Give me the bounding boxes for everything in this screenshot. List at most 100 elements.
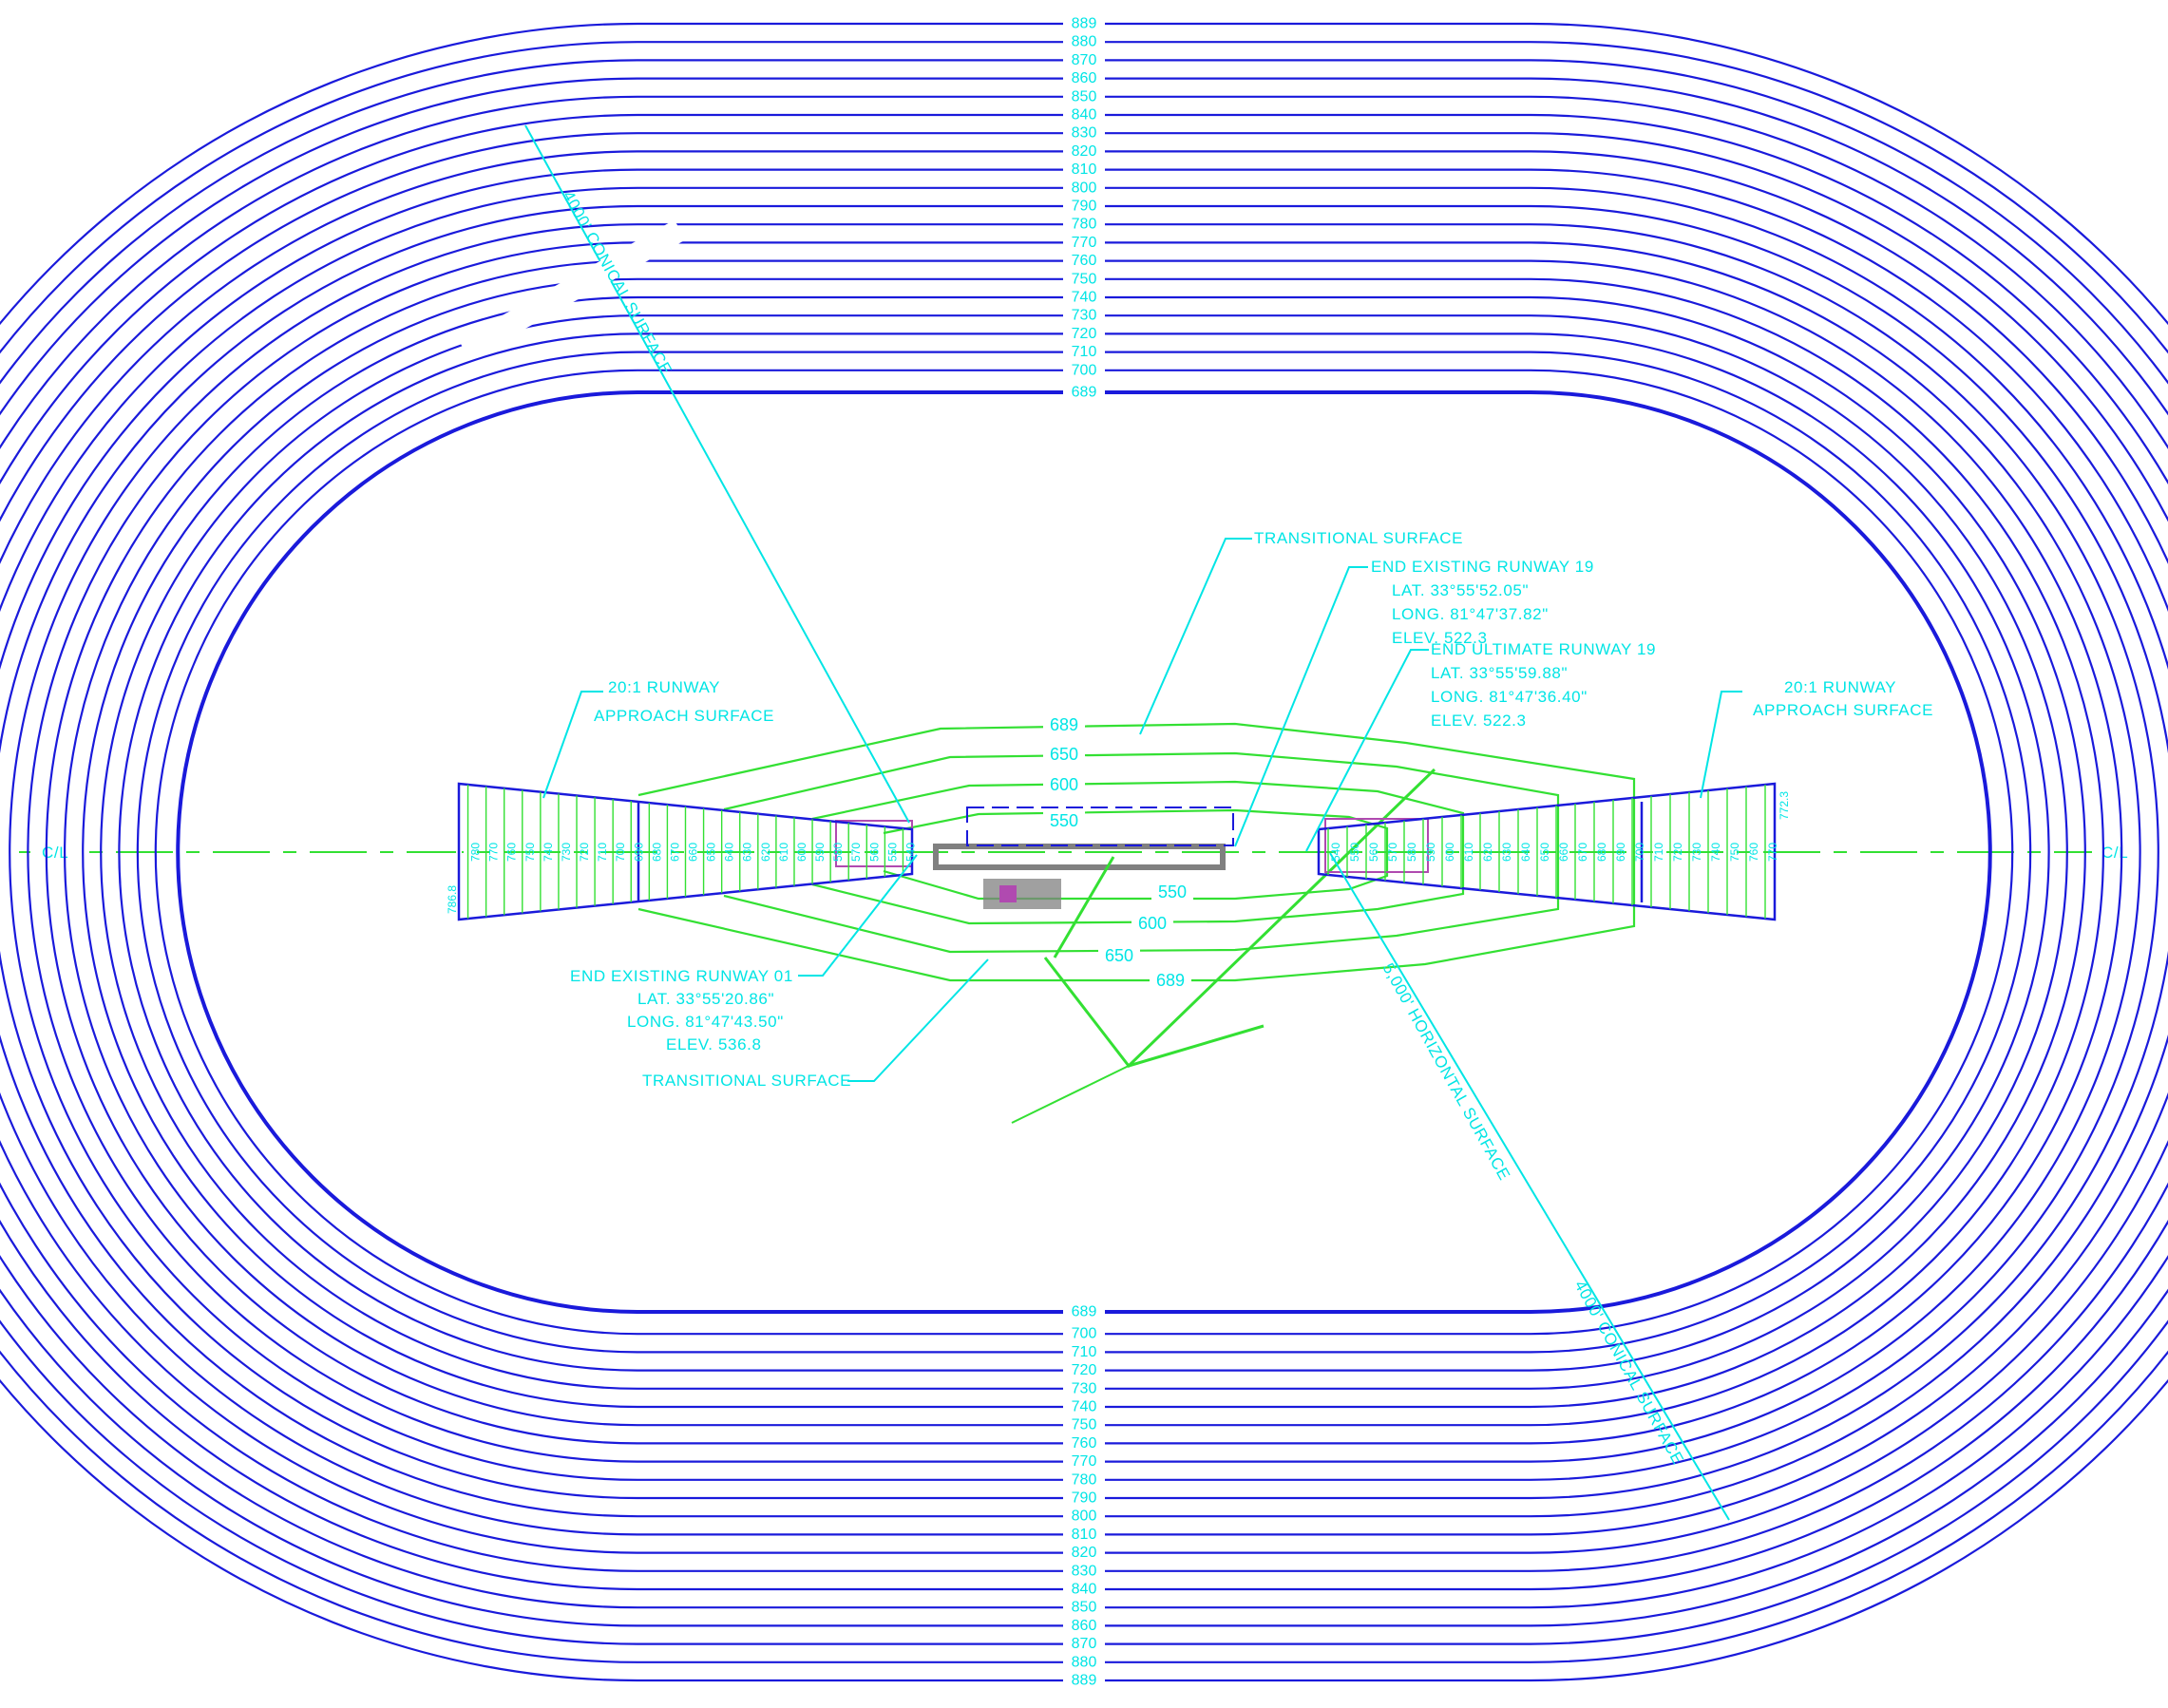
contour-label-bg bbox=[1063, 143, 1105, 160]
conical-label-bottom-730: 730 bbox=[1072, 1380, 1097, 1396]
label-bg bbox=[1132, 913, 1173, 934]
transitional-contour-600 bbox=[811, 780, 1465, 925]
conical-contour-ring-870 bbox=[0, 59, 2168, 1645]
approach-label-right-670: 670 bbox=[1576, 843, 1589, 862]
contour-label-bg bbox=[1063, 1344, 1105, 1360]
conical-label-bottom-750: 750 bbox=[1072, 1417, 1097, 1433]
label-bg bbox=[1151, 882, 1193, 902]
contour-label-bg bbox=[1063, 1417, 1105, 1433]
conical-label-top-889: 889 bbox=[1072, 16, 1097, 32]
apron-outline bbox=[966, 807, 1234, 846]
approach-label-left-730: 730 bbox=[560, 843, 573, 862]
access-road-spur bbox=[1011, 1065, 1130, 1124]
approach-label-left-540: 540 bbox=[903, 843, 917, 862]
conical-label-top-740: 740 bbox=[1072, 290, 1097, 306]
conical-contour-ring-790 bbox=[0, 204, 2168, 1500]
label-bg bbox=[1043, 774, 1085, 795]
approach-label-left-720: 720 bbox=[578, 843, 591, 862]
conical-contour-ring-860 bbox=[0, 77, 2168, 1627]
conical-label-top-750: 750 bbox=[1072, 271, 1097, 287]
conical-label-top-760: 760 bbox=[1072, 253, 1097, 269]
hangar-area bbox=[983, 879, 1061, 909]
contour-label-bg bbox=[1063, 290, 1105, 305]
callout-end-existing-19-long: LONG. 81°47'37.82" bbox=[1392, 605, 1549, 623]
conical-label-top-689: 689 bbox=[1072, 385, 1097, 401]
transitional-surface-contours bbox=[637, 722, 1636, 982]
transitional-label-550-bottom: 550 bbox=[1158, 882, 1187, 901]
centerline-label-right: C/L bbox=[2101, 844, 2128, 862]
contour-label-bg bbox=[1063, 1545, 1105, 1561]
contour-label-bg bbox=[1063, 70, 1105, 86]
transitional-contour-labels: 689 650 600 550 550 600 650 689 bbox=[1043, 714, 1193, 991]
conical-label-top-780: 780 bbox=[1072, 217, 1097, 233]
label-bg bbox=[1043, 810, 1085, 831]
conical-label-bottom-840: 840 bbox=[1072, 1582, 1097, 1598]
contour-label-bg bbox=[1063, 271, 1105, 287]
contour-label-bg bbox=[1063, 199, 1105, 214]
label-bg bbox=[1150, 970, 1191, 991]
conical-label-bottom-860: 860 bbox=[1072, 1618, 1097, 1634]
leader-end-existing-19 bbox=[1234, 566, 1368, 847]
approach-label-right-660: 660 bbox=[1557, 843, 1570, 862]
approach-label-right-550: 550 bbox=[1348, 843, 1361, 862]
approach-label-left-760: 760 bbox=[505, 843, 519, 862]
callout-end-ultimate-19-title: END ULTIMATE RUNWAY 19 bbox=[1431, 640, 1656, 658]
approach-label-left-640: 640 bbox=[723, 843, 736, 862]
contour-label-bg bbox=[1063, 1636, 1105, 1652]
approach-label-left-650: 650 bbox=[705, 843, 718, 862]
conical-label-bottom-689: 689 bbox=[1072, 1304, 1097, 1320]
runway-layout bbox=[835, 768, 1436, 1124]
approach-label-right-770: 770 bbox=[1766, 843, 1779, 862]
transitional-label-689-top: 689 bbox=[1050, 715, 1078, 734]
conical-label-top-820: 820 bbox=[1072, 143, 1097, 160]
contour-label-bg bbox=[1063, 180, 1105, 196]
approach-label-left-670: 670 bbox=[668, 843, 681, 862]
contour-label-bg bbox=[1063, 34, 1105, 50]
runway-protection-zone-right bbox=[1324, 818, 1429, 873]
callout-transitional-top: TRANSITIONAL SURFACE bbox=[1254, 529, 1463, 547]
contour-label-bg bbox=[1063, 1509, 1105, 1525]
conical-contour-ring-780 bbox=[9, 223, 2159, 1481]
conical-label-top-720: 720 bbox=[1072, 326, 1097, 342]
approach-label-left-630: 630 bbox=[741, 843, 754, 862]
approach-label-right-590: 590 bbox=[1424, 843, 1437, 862]
approach-label-right-700: 700 bbox=[1633, 843, 1646, 862]
approach-label-right-600: 600 bbox=[1443, 843, 1456, 862]
access-road bbox=[1053, 856, 1115, 958]
approach-label-left-580: 580 bbox=[831, 843, 845, 862]
approach-label-left-780: 780 bbox=[469, 843, 483, 862]
transitional-label-550-top: 550 bbox=[1050, 811, 1078, 830]
conical-label-bottom-889: 889 bbox=[1072, 1673, 1097, 1689]
approach-label-left-680: 680 bbox=[650, 843, 663, 862]
approach-label-right-560: 560 bbox=[1367, 843, 1380, 862]
approach-label-right-610: 610 bbox=[1462, 843, 1475, 862]
conical-label-top-870: 870 bbox=[1072, 52, 1097, 68]
conical-label-top-840: 840 bbox=[1072, 107, 1097, 123]
contour-label-bg bbox=[1063, 1600, 1105, 1616]
conical-label-top-770: 770 bbox=[1072, 235, 1097, 251]
conical-label-top-700: 700 bbox=[1072, 362, 1097, 378]
centerline-label-bg-left bbox=[30, 840, 76, 864]
contour-label-bg bbox=[1063, 1618, 1105, 1634]
approach-label-right-750: 750 bbox=[1728, 843, 1741, 862]
approach-label-left-700: 700 bbox=[614, 843, 627, 862]
conical-label-top-860: 860 bbox=[1072, 70, 1097, 86]
contour-label-bg bbox=[1063, 1582, 1105, 1597]
contour-label-bg bbox=[1063, 217, 1105, 233]
callout-transitional-bottom: TRANSITIONAL SURFACE bbox=[642, 1072, 851, 1090]
transitional-label-650-top: 650 bbox=[1050, 745, 1078, 764]
approach-label-right-740: 740 bbox=[1709, 843, 1722, 862]
leader-approach-right bbox=[1700, 691, 1742, 799]
transitional-label-689-bottom: 689 bbox=[1156, 971, 1185, 990]
contour-label-bg bbox=[1063, 125, 1105, 142]
label-bg bbox=[458, 219, 686, 360]
contour-label-bg bbox=[1063, 16, 1105, 31]
transitional-contour-650 bbox=[723, 751, 1560, 954]
callout-approach-left-line2: APPROACH SURFACE bbox=[594, 707, 774, 725]
transitional-label-600-bottom: 600 bbox=[1138, 914, 1167, 933]
leader-conical-nw bbox=[524, 124, 910, 824]
access-road bbox=[1043, 768, 1436, 1069]
contour-label-bg bbox=[1063, 52, 1105, 68]
contour-label-bg bbox=[1063, 1471, 1105, 1488]
centerline-label-bg-right bbox=[2092, 840, 2138, 864]
